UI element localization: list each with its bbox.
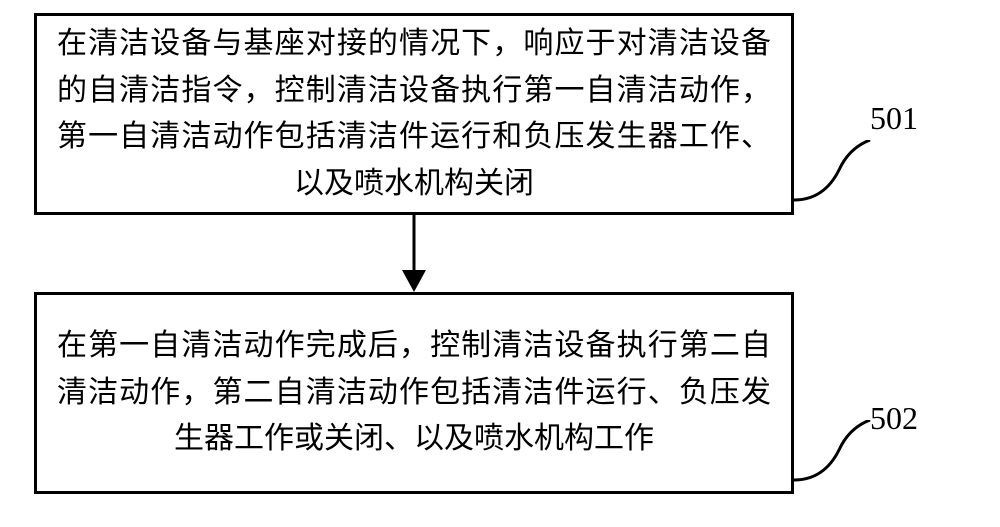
flow-step-2: 在第一自清洁动作完成后，控制清洁设备执行第二自清洁动作，第二自清洁动作包括清洁件… — [34, 292, 794, 494]
flowchart-canvas: 在清洁设备与基座对接的情况下，响应于对清洁设备的自清洁指令，控制清洁设备执行第一… — [0, 0, 1000, 527]
flow-step-2-text: 在第一自清洁动作完成后，控制清洁设备执行第二自清洁动作，第二自清洁动作包括清洁件… — [57, 323, 771, 463]
label-connector-2 — [794, 420, 874, 500]
step-label-501: 501 — [870, 100, 918, 137]
flow-step-1: 在清洁设备与基座对接的情况下，响应于对清洁设备的自清洁指令，控制清洁设备执行第一… — [34, 13, 794, 215]
flow-arrow-1-2 — [394, 215, 434, 292]
label-connector-1 — [794, 140, 874, 220]
step-label-502: 502 — [870, 400, 918, 437]
flow-step-1-text: 在清洁设备与基座对接的情况下，响应于对清洁设备的自清洁指令，控制清洁设备执行第一… — [57, 21, 771, 207]
